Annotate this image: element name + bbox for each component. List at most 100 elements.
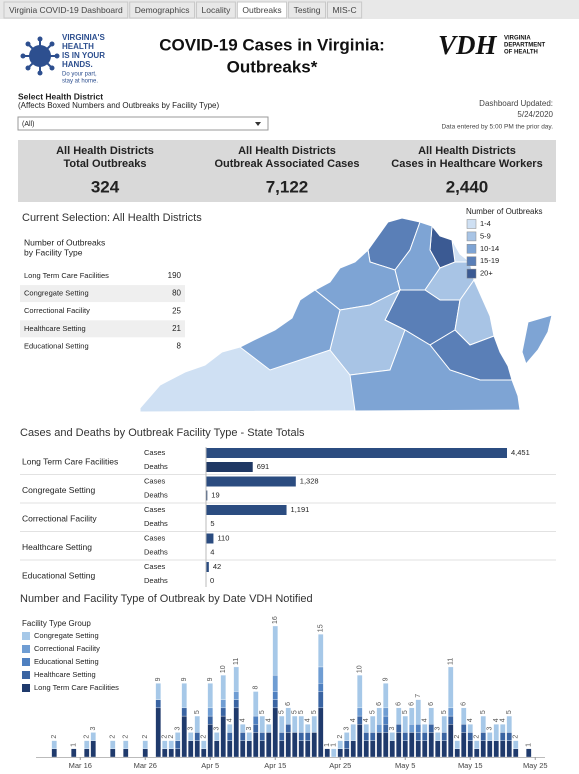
tab-label[interactable]: MIS-C	[333, 5, 357, 15]
bar-segment	[460, 707, 467, 725]
bar-segment	[272, 707, 278, 758]
bar-segment	[382, 724, 389, 733]
bar-segment	[71, 748, 77, 758]
legend-label: Long Term Care Facilities	[34, 683, 119, 692]
total-label: 4	[500, 718, 507, 722]
bar-segment	[252, 715, 259, 725]
district-dropdown[interactable]: (All)	[17, 116, 269, 131]
bar-segment	[447, 715, 454, 725]
total-label: 4	[227, 718, 234, 722]
total-label: 6	[376, 702, 383, 706]
tab[interactable]	[129, 1, 196, 19]
total-label: 2	[168, 735, 175, 739]
bar-segment	[90, 732, 97, 741]
bar-segment	[513, 748, 519, 758]
bar-segment	[285, 732, 291, 758]
tab-label[interactable]: Outbreaks	[242, 5, 281, 15]
total-label: 9	[207, 677, 214, 681]
bar-segment	[363, 732, 369, 741]
tab[interactable]	[288, 1, 327, 19]
bar-segment	[220, 699, 226, 709]
series-label: Cases	[144, 476, 166, 485]
map-region	[349, 329, 521, 412]
row-value: 8	[177, 342, 182, 351]
bar-segment	[467, 724, 473, 733]
row-background	[20, 285, 185, 303]
tab[interactable]	[196, 1, 236, 19]
row-value: 25	[172, 306, 181, 315]
bar-segment	[304, 724, 311, 733]
value-label: 0	[210, 576, 214, 585]
bar-segment	[233, 707, 239, 758]
selection-label: Current Selection: All Health Districts	[22, 212, 202, 224]
dropdown-box[interactable]	[17, 116, 269, 131]
dropdown-arrow[interactable]	[255, 122, 261, 126]
bar-segment	[382, 683, 389, 709]
selector-note: (Affects Boxed Numbers and Outbreaks by …	[18, 101, 219, 110]
bar-segment	[402, 740, 408, 758]
bar	[206, 505, 287, 515]
bar-segment	[402, 715, 408, 733]
total-label: 10	[220, 665, 227, 673]
bar-segment	[226, 740, 233, 758]
bar-segment	[356, 674, 363, 709]
tab-label[interactable]: Virginia COVID-19 Dashboard	[9, 5, 123, 15]
bar-segment	[415, 740, 421, 758]
bar-segment	[200, 748, 207, 758]
dropdown-value[interactable]: (All)	[22, 121, 34, 128]
bar-segment	[168, 748, 174, 758]
bar-segment	[298, 732, 304, 741]
total-label: 5	[480, 710, 487, 714]
bar-segment	[233, 699, 239, 709]
x-tick-label: Apr 25	[329, 761, 351, 770]
total-label: 9	[155, 677, 162, 681]
logo-line: VIRGINIA'S	[62, 33, 105, 42]
tab[interactable]	[3, 1, 129, 19]
total-label: 6	[428, 702, 435, 706]
value-label: 4,451	[511, 448, 530, 457]
total-label: 4	[305, 718, 312, 722]
bar-segment	[90, 740, 97, 758]
bar-segment	[382, 732, 389, 758]
bar-segment	[317, 634, 324, 668]
map-region	[239, 289, 341, 371]
x-tick-label: Mar 16	[69, 761, 92, 770]
bar-segment	[526, 748, 532, 758]
bar-segment	[493, 724, 499, 741]
tab-label[interactable]: Locality	[202, 5, 232, 15]
bar-segment	[272, 691, 278, 700]
bar-segment	[174, 748, 181, 758]
bar-segment	[343, 740, 350, 749]
bar-segment	[376, 732, 382, 758]
total-label: 5	[311, 710, 318, 714]
value-label: 110	[217, 533, 229, 542]
category-label: Long Term Care Facilities	[22, 456, 118, 466]
tab-label[interactable]: Testing	[294, 5, 321, 15]
bar-segment	[434, 740, 441, 758]
tab[interactable]	[327, 1, 363, 19]
total-label: 5	[259, 710, 266, 714]
kpi-value: 7,122	[266, 177, 309, 196]
map-region	[521, 314, 553, 365]
total-label: 4	[422, 718, 429, 722]
bar-segment	[395, 732, 402, 758]
bar-segment	[415, 699, 421, 725]
total-label: 2	[142, 735, 149, 739]
table-title: Number of Outbreaks	[24, 237, 105, 247]
total-label: 5	[506, 710, 513, 714]
legend-swatch	[22, 671, 30, 679]
total-label: 3	[214, 726, 221, 730]
total-label: 6	[396, 702, 403, 706]
total-label: 5	[194, 710, 201, 714]
tab[interactable]	[236, 1, 288, 19]
bar-segment	[330, 748, 337, 758]
total-label: 5	[279, 710, 286, 714]
bar-segment	[441, 715, 447, 733]
bar-segment	[194, 715, 200, 733]
total-label: 5	[292, 710, 299, 714]
legend-label: Correctional Facility	[34, 644, 100, 653]
bar-segment	[480, 732, 486, 741]
bar-segment	[213, 740, 220, 758]
tab-label[interactable]: Demographics	[135, 5, 190, 15]
